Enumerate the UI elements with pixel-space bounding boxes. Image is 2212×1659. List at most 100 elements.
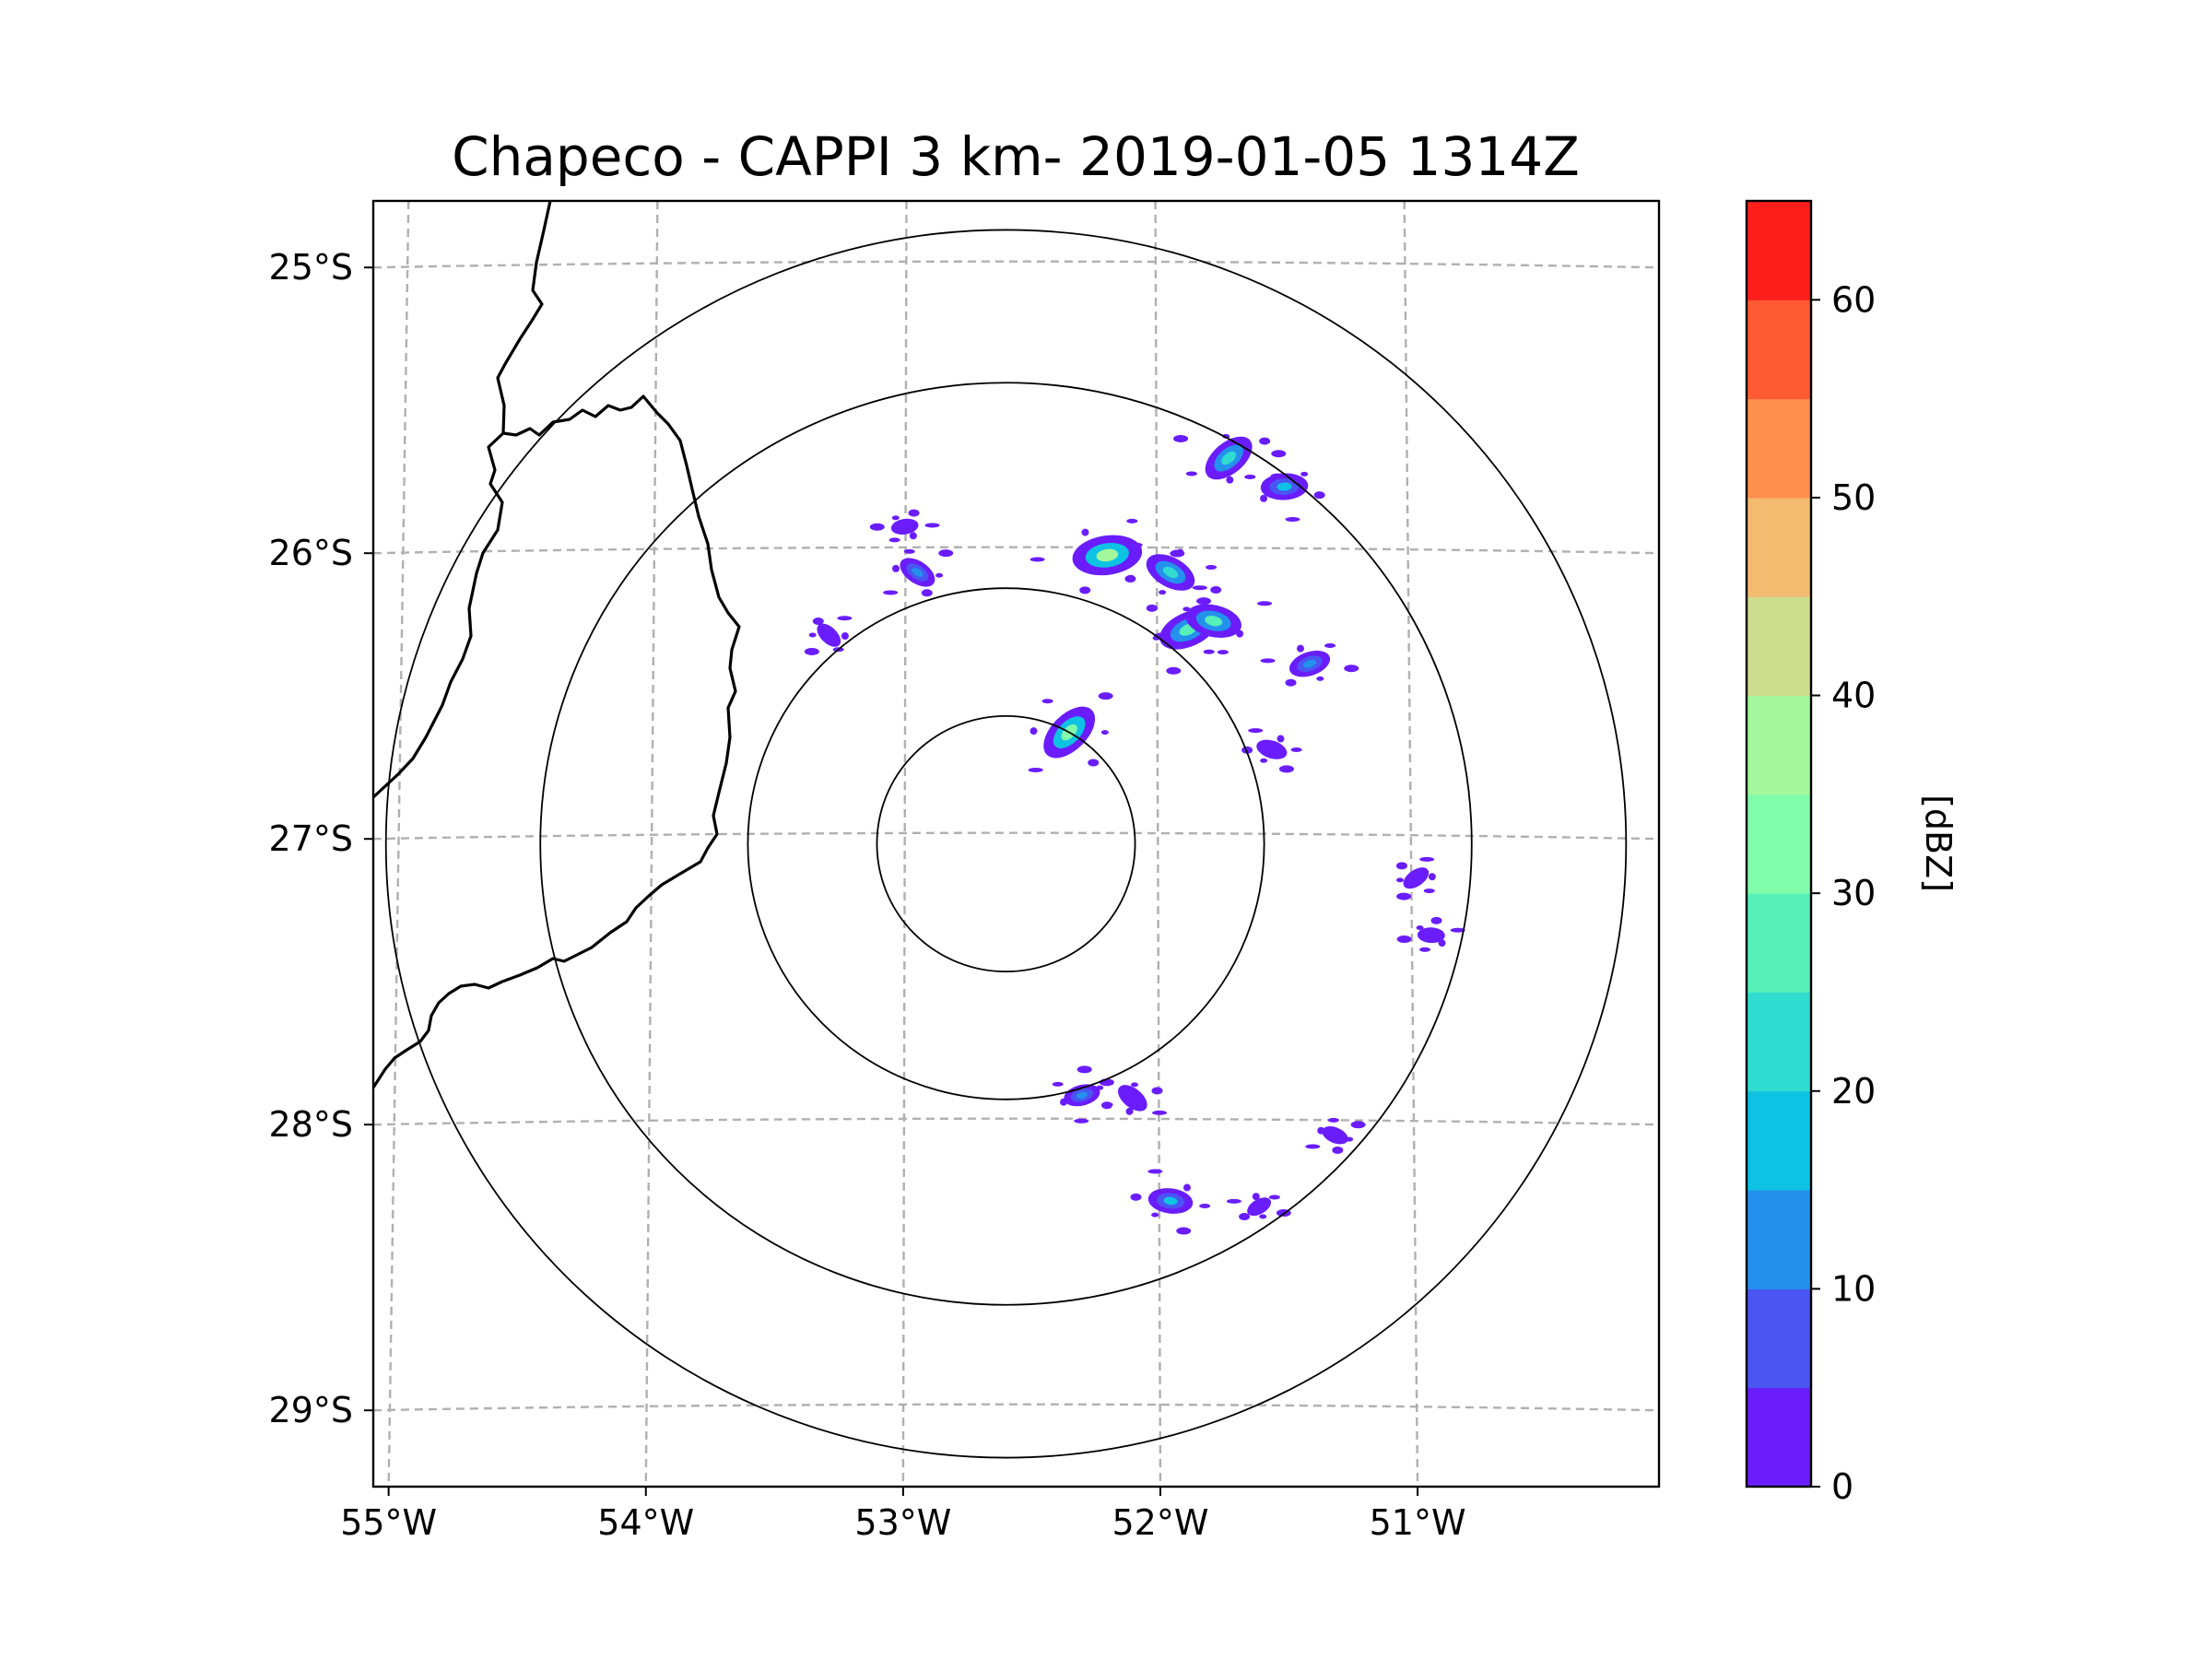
echo-envelope [1256,739,1288,759]
echo-speckle [908,509,920,517]
echo-speckle [1285,678,1297,687]
colorbar-tick-label: 30 [1831,873,1876,913]
echo-speckle [1100,1101,1112,1110]
colorbar-tick-label: 60 [1831,279,1876,320]
echo-speckle [1074,1118,1089,1124]
colorbar-ticks: 0 10 20 30 40 50 60 [1811,279,1876,1507]
echo-envelope [890,518,919,535]
gridlines [373,201,1659,1487]
grid-parallel [373,260,1659,269]
colorbar-tick-label: 50 [1831,477,1876,518]
echo-speckle [1192,585,1207,591]
echo-cell [883,548,954,597]
colorbar-segments [1747,201,1811,1488]
echo-speckle [1081,528,1089,536]
echo-speckle [892,564,900,572]
grid-meridian [1403,201,1419,1487]
echo-cell [1241,728,1302,773]
x-tick-label: 55°W [340,1502,437,1543]
colorbar-tick-label: 0 [1831,1466,1853,1507]
echo-speckle [1344,665,1359,673]
echo-speckle [1100,730,1109,735]
border-paraguay-argentina [373,201,552,799]
echo-core [1277,482,1292,491]
echo-speckle [1316,676,1324,681]
colorbar: 0 10 20 30 40 50 60 [dBZ] [1745,199,1959,1507]
echo-cell [1052,1065,1112,1124]
x-tick-label: 54°W [597,1502,694,1543]
echo-speckle [909,532,917,540]
echo-speckle [938,549,954,558]
echo-speckle [1305,1144,1321,1149]
colorbar-tick-label: 40 [1831,676,1876,716]
echo-speckle [1396,892,1412,900]
y-axis-ticks: 25°S 26°S 27°S 28°S 29°S [269,247,373,1430]
echo-cell [1030,518,1185,594]
echo-cell [1260,642,1359,687]
echo-speckle [1173,434,1189,442]
map-background [373,201,1659,1487]
echo-speckle [1241,746,1253,754]
echo-speckle [1252,1193,1260,1201]
echo-speckle [924,523,940,528]
echo-speckle [1130,1193,1142,1201]
grid-meridian [1154,201,1162,1487]
echo-speckle [1126,518,1138,524]
colorbar-segment [1747,1288,1811,1389]
x-tick-label: 53°W [854,1502,951,1543]
echo-speckle [1131,1082,1139,1088]
echo-speckle [1153,632,1169,641]
echo-speckle [1182,606,1191,612]
echo-speckle [1028,767,1043,772]
echo-cell [869,509,940,543]
echo-speckle [883,590,899,595]
echo-speckle [1416,925,1424,931]
echo-speckle [1248,728,1264,734]
echo-speckle [1096,1085,1104,1090]
echo-speckle [1438,939,1446,947]
colorbar-segment [1747,201,1811,300]
echo-cell [1244,450,1325,523]
x-tick-label: 51°W [1370,1502,1466,1543]
echo-speckle [1259,437,1271,445]
echo-speckle [921,589,933,597]
echo-speckle [841,632,849,641]
echo-speckle [1196,597,1212,606]
chart-title: Chapeco - CAPPI 3 km- 2019-01-05 1314Z [452,125,1580,188]
echo-envelope [817,623,841,647]
echo-speckle [1428,873,1436,881]
echo-speckle [1300,471,1309,477]
echo-speckle [1151,1087,1163,1095]
echo-core [1163,1196,1178,1206]
colorbar-segment [1747,794,1811,894]
echo-core [1096,548,1119,562]
echo-speckle [1257,601,1273,606]
echo-speckle [1260,494,1268,502]
echo-speckle [812,618,824,626]
echo-speckle [1052,1081,1064,1087]
country-borders [373,201,741,1088]
y-tick-label: 29°S [269,1390,353,1430]
echo-speckle [1395,862,1407,870]
echo-speckle [1430,916,1442,924]
echo-speckle [1217,650,1229,655]
colorbar-label: [dBZ] [1918,794,1959,892]
echo-speckle [1185,471,1197,477]
echo-cell [804,616,853,655]
echo-envelope [1403,867,1430,889]
echo-speckle [1324,642,1336,648]
echo-speckle [1030,727,1038,735]
echo-speckle [1125,1107,1134,1115]
grid-meridian [901,201,908,1487]
echo-speckle [1259,1214,1267,1219]
range-ring [539,382,1473,1306]
echo-envelope [1247,1197,1272,1217]
grid-parallel [373,1117,1659,1126]
y-tick-label: 25°S [269,247,353,288]
echo-cell [1305,1117,1366,1154]
echo-speckle [1423,888,1435,894]
echo-speckle [1419,856,1435,862]
echo-speckle [1313,491,1325,500]
echo-speckle [1332,1146,1344,1154]
range-ring [876,714,1136,973]
